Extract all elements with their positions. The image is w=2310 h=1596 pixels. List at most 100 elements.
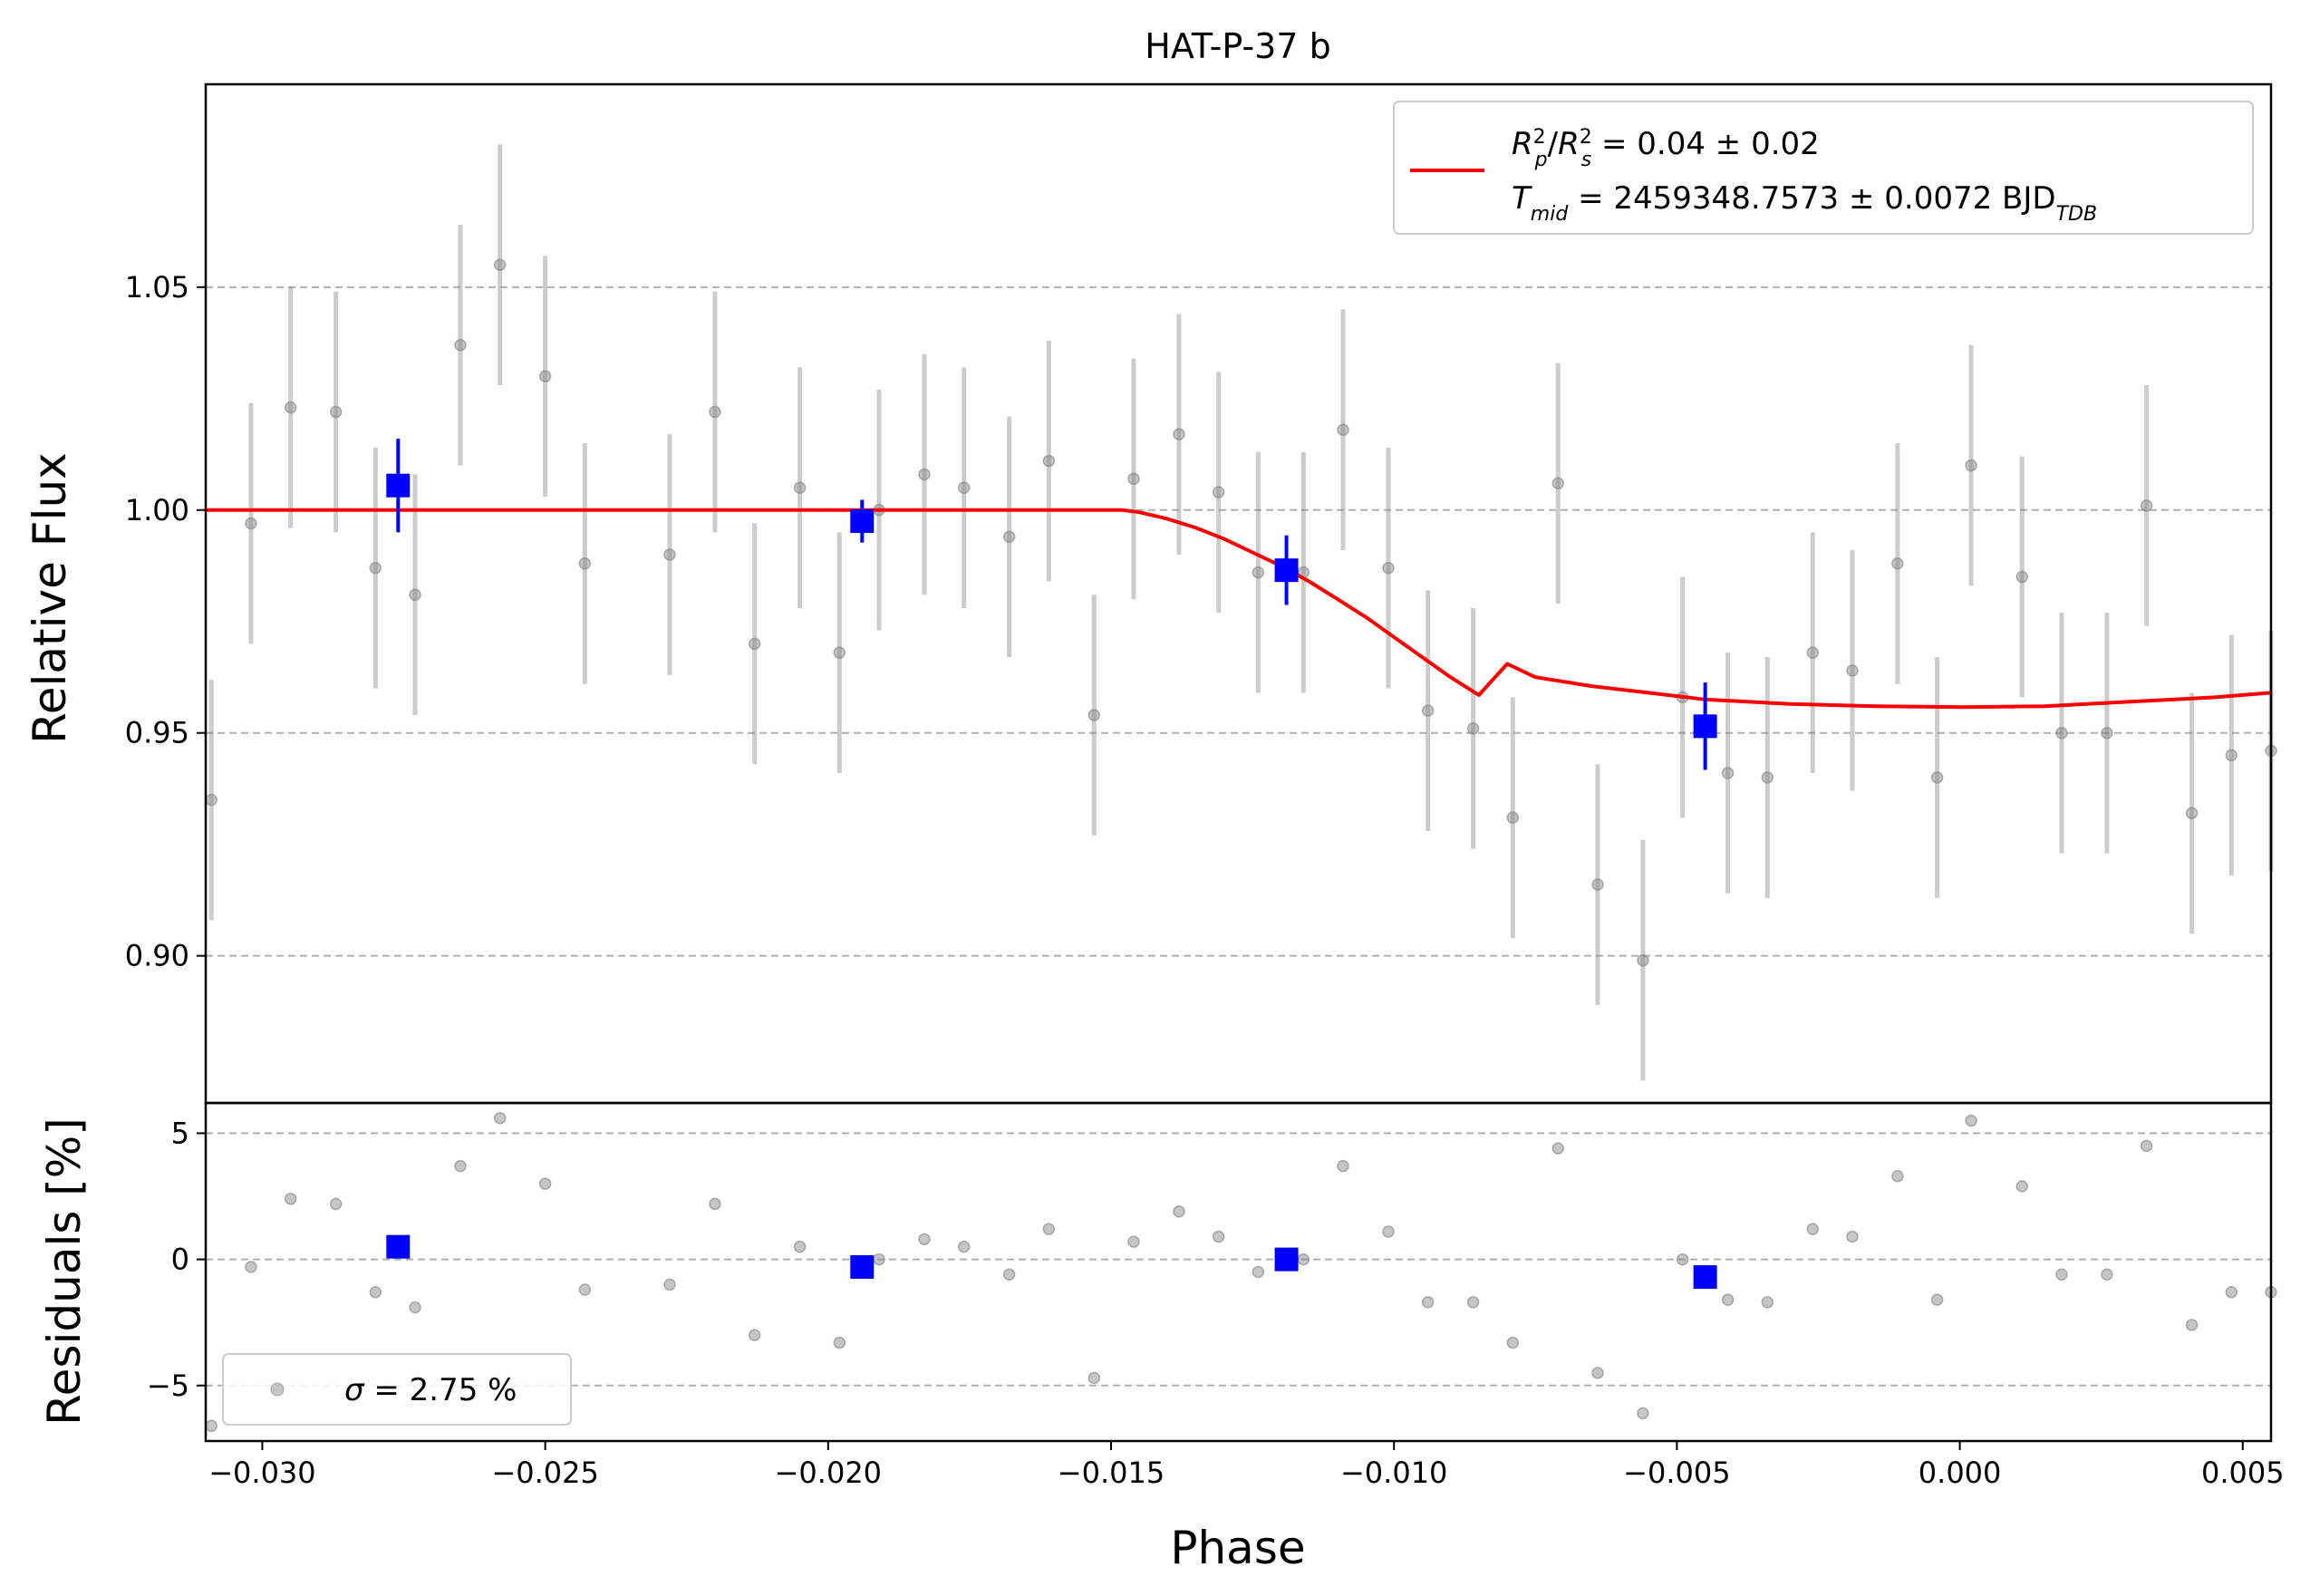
x-tick-label: 0.000 (1919, 1456, 2002, 1490)
flux-raw-point (1466, 722, 1480, 735)
residuals-y-tick-label: 5 (171, 1116, 189, 1150)
flux-raw-point (663, 548, 676, 561)
residuals-binned-point (386, 1234, 411, 1259)
residuals-raw-point (793, 1240, 807, 1253)
residuals-raw-point (205, 1419, 217, 1433)
flux-raw-point (2225, 749, 2238, 762)
flux-binned-point (850, 509, 875, 534)
x-axis-label: Phase (1170, 1522, 1305, 1574)
flux-raw-point (245, 517, 257, 530)
residuals-y-axis-label: Residuals [%] (38, 1117, 91, 1426)
residuals-raw-point (1551, 1142, 1565, 1155)
flux-raw-point (1846, 664, 1859, 677)
residuals-raw-point (2140, 1139, 2153, 1153)
flux-raw-point (1506, 811, 1520, 824)
residuals-binned-points (386, 1234, 1717, 1290)
flux-raw-point (205, 793, 217, 807)
residuals-raw-points (205, 1111, 2277, 1433)
flux-raw-point (1087, 709, 1101, 721)
residuals-raw-point (409, 1301, 421, 1314)
flux-model-curve (206, 508, 2272, 710)
residuals-raw-point (2055, 1268, 2068, 1282)
flux-raw-point (793, 481, 807, 494)
flux-raw-point (2015, 570, 2029, 584)
x-tick-label: −0.030 (208, 1456, 315, 1490)
flux-raw-point (1891, 557, 1904, 570)
residuals-raw-point (1042, 1223, 1056, 1235)
flux-raw-point (2101, 726, 2113, 740)
flux-raw-point (409, 588, 421, 601)
residuals-raw-point (1297, 1253, 1310, 1266)
residuals-binned-point (1274, 1247, 1299, 1272)
flux-raw-point (1382, 561, 1395, 575)
residuals-y-tick-label: −5 (147, 1369, 189, 1403)
x-tick-label: −0.020 (775, 1456, 882, 1490)
flux-raw-point (1721, 767, 1735, 779)
residuals-raw-point (873, 1253, 885, 1266)
flux-raw-point (1212, 486, 1225, 498)
legend-sigma-text: σ = 2.75 % (344, 1372, 517, 1408)
flux-raw-point (1965, 459, 1977, 472)
flux-binned-points (386, 439, 1717, 770)
flux-raw-point (1637, 953, 1649, 967)
residuals-raw-point (918, 1233, 931, 1246)
x-ticks: −0.030 −0.025 −0.020 −0.015 −0.010 −0.005 0.00… (208, 1441, 2285, 1490)
flux-panel: 0.90 0.95 1.00 1.05 (125, 82, 2277, 1105)
residuals-y-tick-label: 0 (171, 1243, 189, 1277)
residuals-raw-point (1421, 1296, 1435, 1309)
flux-legend: R2 p/R2 s = 0.04 ± 0.02 Tmid = 2459348.757… (1393, 101, 2254, 235)
flux-model-line (206, 508, 2272, 710)
flux-legend-box (1393, 101, 2254, 235)
residuals-raw-point (1002, 1268, 1016, 1282)
flux-raw-point (1173, 428, 1185, 440)
residuals-raw-point (1761, 1296, 1774, 1309)
x-tick-label: −0.005 (1623, 1456, 1730, 1490)
residuals-raw-point (748, 1329, 761, 1341)
flux-y-tick-label: 0.90 (125, 939, 189, 973)
flux-y-tick-label: 1.00 (125, 493, 189, 527)
residuals-raw-point (1252, 1265, 1265, 1279)
flux-raw-point (329, 405, 343, 419)
residuals-legend-box (222, 1353, 572, 1426)
residuals-y-ticks: −5 0 5 (147, 1116, 206, 1403)
flux-raw-point (1806, 646, 1819, 659)
flux-raw-point (578, 557, 592, 570)
flux-raw-point (1761, 771, 1774, 784)
residuals-raw-point (1806, 1223, 1819, 1235)
flux-raw-point (369, 561, 382, 575)
flux-raw-point (2185, 807, 2199, 820)
residuals-raw-point (2185, 1319, 2199, 1331)
flux-raw-point (1337, 423, 1349, 436)
legend-radius-ratio-text: R2 p/R2 s = 0.04 ± 0.02 (1512, 126, 1820, 171)
flux-raw-point (918, 468, 931, 481)
flux-y-tick-label: 0.95 (125, 716, 189, 750)
flux-binned-point (386, 473, 411, 498)
residuals-raw-point (1087, 1371, 1101, 1385)
flux-y-axis-label: Relative Flux (24, 452, 76, 743)
residuals-raw-point (1676, 1253, 1689, 1266)
residuals-raw-point (1930, 1293, 1944, 1306)
residuals-raw-point (1846, 1230, 1859, 1243)
residuals-raw-point (1506, 1336, 1520, 1349)
residuals-raw-point (1382, 1225, 1395, 1238)
residuals-raw-point (709, 1197, 721, 1211)
residuals-raw-point (1591, 1367, 1604, 1379)
residuals-raw-point (2015, 1180, 2029, 1193)
residuals-raw-point (663, 1278, 676, 1291)
x-tick-label: −0.025 (491, 1456, 598, 1490)
residuals-raw-point (1637, 1407, 1649, 1420)
residuals-raw-point (1721, 1293, 1735, 1306)
residuals-raw-point (1127, 1235, 1140, 1248)
x-tick-label: 0.005 (2201, 1456, 2285, 1490)
x-tick-label: −0.015 (1058, 1456, 1165, 1490)
flux-raw-point (493, 258, 507, 271)
residuals-raw-point (1337, 1159, 1349, 1173)
flux-raw-point (1551, 477, 1565, 490)
flux-raw-point (1252, 566, 1265, 579)
legend-tmid-text: Tmid = 2459348.7573 ± 0.0072 BJDTDB (1512, 180, 2097, 226)
flux-raw-point (1421, 704, 1435, 717)
flux-raw-point (1591, 878, 1604, 891)
residuals-raw-point (245, 1261, 257, 1273)
flux-raw-point (2055, 726, 2068, 740)
